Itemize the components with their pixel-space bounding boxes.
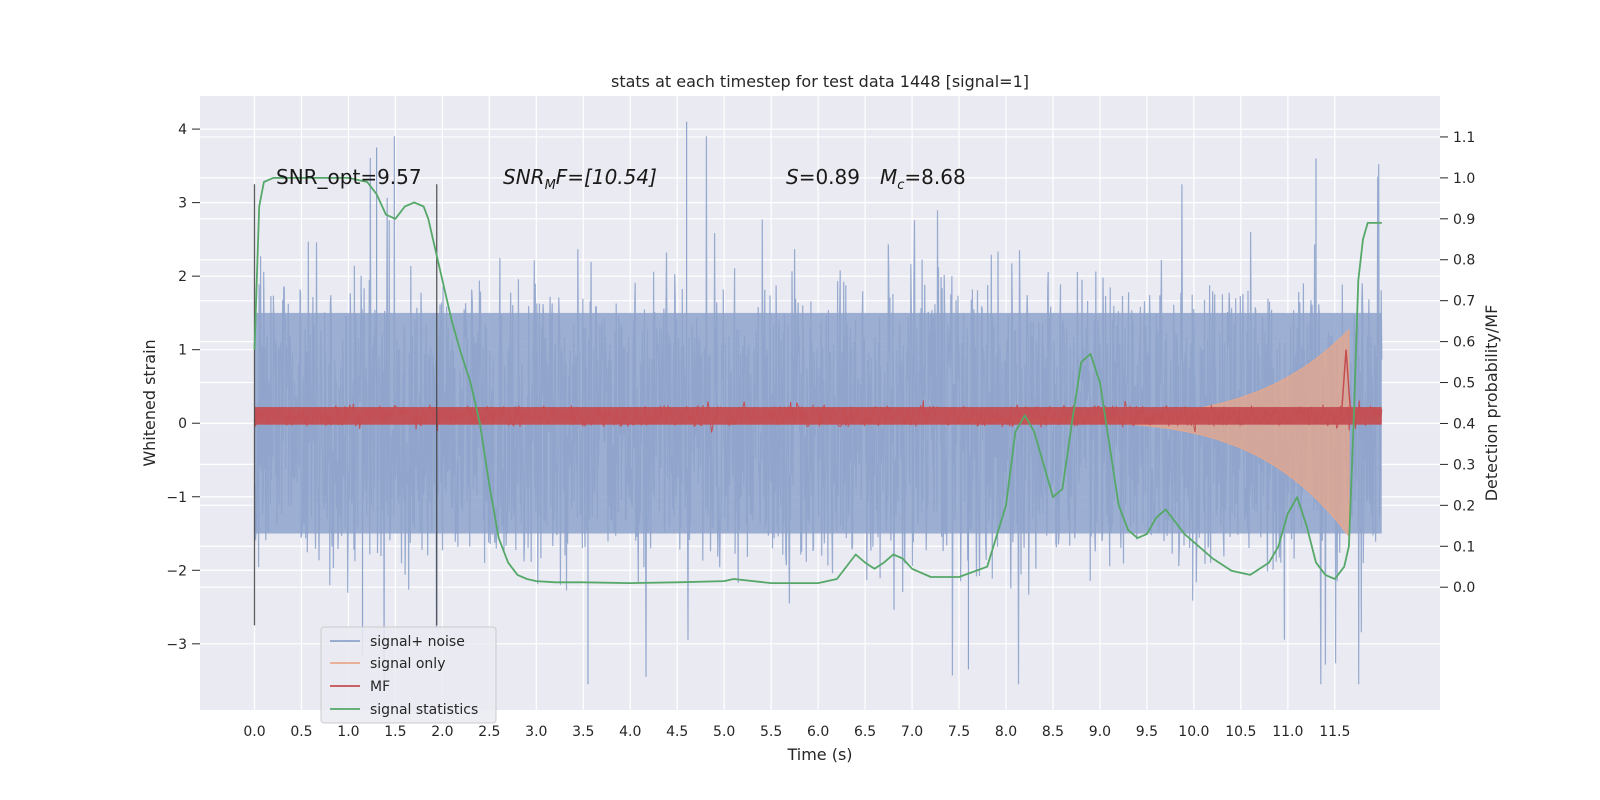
right-axis-label: Detection probability/MF	[1482, 305, 1501, 502]
x-tick-label: 11.5	[1319, 724, 1350, 740]
legend-box	[320, 626, 497, 724]
y-tick-label: 0	[178, 416, 187, 432]
right-tick-label: 0.1	[1453, 539, 1475, 555]
right-tick-label: 0.0	[1453, 580, 1475, 596]
right-tick-label: 0.2	[1453, 498, 1475, 514]
y-tick-label: −1	[166, 490, 187, 506]
s-annotation: S=0.89	[786, 165, 860, 189]
snr-mf-annotation: SNRMF=[10.54]	[503, 165, 657, 193]
signal-statistics-line	[253, 177, 1382, 584]
s-symbol: S	[786, 165, 799, 189]
s-value: =0.89	[799, 165, 860, 189]
mc-subscript: c	[897, 178, 904, 193]
right-tick-label: 0.3	[1453, 457, 1475, 473]
x-tick-label: 1.0	[337, 724, 359, 740]
snr-mf-symbol: SNR	[503, 165, 545, 189]
y-tick-label: 1	[178, 343, 187, 359]
chart-title: stats at each timestep for test data 144…	[611, 72, 1029, 91]
y-tick-label: 3	[178, 196, 187, 212]
snr-mf-subscript: M	[545, 178, 556, 193]
x-tick-label: 2.0	[431, 724, 453, 740]
x-tick-label: 5.5	[760, 724, 782, 740]
x-axis-label: Time (s)	[786, 745, 852, 764]
right-tick-label: 0.6	[1453, 335, 1475, 351]
y-tick-label: −3	[166, 637, 187, 653]
x-tick-label: 2.5	[478, 724, 500, 740]
legend-label-signal-noise: signal+ noise	[370, 634, 465, 650]
right-tick-label: 0.5	[1453, 376, 1475, 392]
mf-trace	[254, 349, 1383, 433]
right-tick-label: 0.4	[1453, 416, 1475, 432]
legend: signal+ noise signal only MF signal stat…	[320, 626, 497, 724]
x-tick-label: 7.0	[901, 724, 923, 740]
right-tick-label: 0.7	[1453, 294, 1475, 310]
y-axis-label: Whitened strain	[140, 339, 159, 466]
y-tick-label: 2	[178, 269, 187, 285]
x-tick-label: 7.5	[948, 724, 970, 740]
right-tick-label: 1.0	[1453, 171, 1475, 187]
x-tick-label: 0.0	[243, 724, 265, 740]
x-tick-label: 9.5	[1136, 724, 1158, 740]
x-tick-label: 3.0	[525, 724, 547, 740]
x-tick-label: 0.5	[290, 724, 312, 740]
y-tick-label: 4	[178, 122, 187, 138]
x-tick-label: 4.0	[619, 724, 641, 740]
x-tick-label: 5.0	[713, 724, 735, 740]
x-axis-ticks: 0.0 0.5 1.0 1.5 2.0 2.5 3.0 3.5 4.0 4.5 5.0 5.5 6.0 6…	[243, 724, 1350, 740]
right-tick-label: 0.9	[1453, 212, 1475, 228]
right-axis-ticks: 0.0 0.1 0.2 0.3 0.4 0.5 0.6 0.7 0.8 0.9 1.0 1.1	[1440, 130, 1475, 596]
right-tick-label: 0.8	[1453, 253, 1475, 269]
right-tick-label: 1.1	[1453, 130, 1475, 146]
x-tick-label: 8.5	[1042, 724, 1064, 740]
legend-label-signal-statistics: signal statistics	[370, 702, 478, 718]
mc-symbol: M	[880, 165, 897, 189]
signal-statistics-trace	[253, 177, 1382, 584]
x-tick-label: 4.5	[666, 724, 688, 740]
x-tick-label: 8.0	[995, 724, 1017, 740]
y-tick-label: −2	[166, 563, 187, 579]
snr-mf-value: F=[10.54]	[556, 165, 657, 189]
x-tick-label: 3.5	[572, 724, 594, 740]
mf-peak	[1340, 349, 1352, 416]
x-tick-label: 9.0	[1089, 724, 1111, 740]
snr-opt-annotation: SNR_opt=9.57	[276, 165, 422, 189]
mc-value: =8.68	[904, 165, 965, 189]
y-axis-ticks: −3 −2 −1 0 1 2 3 4	[166, 122, 200, 653]
x-tick-label: 10.5	[1225, 724, 1256, 740]
legend-label-mf: MF	[370, 679, 390, 695]
x-tick-label: 10.0	[1178, 724, 1209, 740]
x-tick-label: 6.0	[807, 724, 829, 740]
x-tick-label: 1.5	[384, 724, 406, 740]
x-tick-label: 6.5	[854, 724, 876, 740]
mc-annotation: Mc=8.68	[880, 165, 966, 193]
legend-label-signal-only: signal only	[370, 656, 445, 672]
mf-line	[254, 400, 1383, 433]
x-tick-label: 11.0	[1272, 724, 1303, 740]
